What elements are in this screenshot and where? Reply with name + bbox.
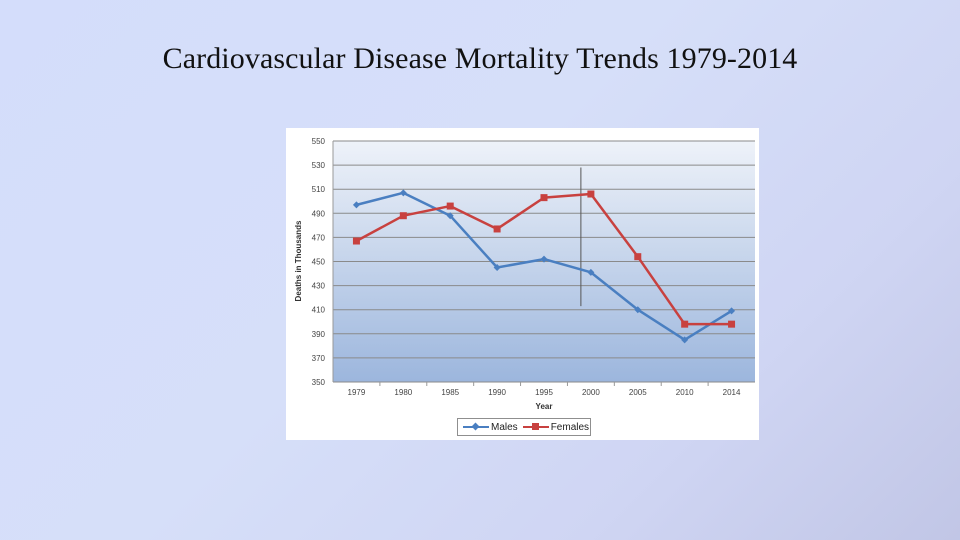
y-tick-label: 430 (312, 282, 326, 291)
y-tick-label: 410 (312, 306, 326, 315)
gridlines (332, 140, 755, 386)
data-point-males (493, 264, 501, 272)
data-point-females (540, 194, 548, 202)
legend-swatch-males (463, 422, 489, 432)
chart-legend: Males Females (457, 418, 591, 436)
data-point-females (446, 202, 454, 210)
data-point-males (399, 189, 407, 197)
y-axis-label: Deaths in Thousands (294, 220, 303, 301)
x-tick-label: 1995 (535, 388, 553, 397)
x-tick-label: 1980 (394, 388, 412, 397)
data-point-females (493, 225, 501, 233)
y-tick-label: 350 (312, 378, 326, 387)
chart-card: 550 530 510 490 470 450 430 410 390 370 350 1979 19… (286, 128, 759, 440)
x-tick-label: 1985 (441, 388, 459, 397)
data-point-males (587, 268, 595, 276)
data-point-males (634, 306, 642, 314)
legend-item-females: Females (522, 421, 590, 433)
data-point-males (446, 212, 454, 220)
legend-label-females: Females (550, 421, 590, 433)
y-tick-label: 390 (312, 330, 326, 339)
data-point-males (728, 307, 736, 315)
x-tick-label: 1990 (488, 388, 506, 397)
data-point-females (399, 212, 407, 220)
x-axis-label: Year (536, 402, 553, 411)
data-point-females (728, 320, 736, 328)
y-tick-label: 490 (312, 209, 326, 218)
data-point-females (587, 190, 595, 198)
slide-title: Cardiovascular Disease Mortality Trends … (162, 42, 798, 75)
y-tick-label: 530 (312, 161, 326, 170)
y-tick-label: 510 (312, 185, 326, 194)
x-tick-label: 1979 (348, 388, 366, 397)
data-point-females (634, 253, 642, 261)
data-point-females (352, 237, 360, 245)
y-tick-labels: 550 530 510 490 470 450 430 410 390 370 350 (312, 137, 326, 387)
x-tick-label: 2000 (582, 388, 600, 397)
data-point-males (540, 255, 548, 263)
y-tick-label: 550 (312, 137, 326, 146)
data-point-females (681, 320, 689, 328)
x-tick-labels: 1979 1980 1985 1990 1995 2000 2005 2010 2014 (348, 388, 741, 397)
x-tick-label: 2014 (723, 388, 741, 397)
x-tick-label: 2010 (676, 388, 694, 397)
y-tick-label: 470 (312, 233, 326, 242)
x-tick-label: 2005 (629, 388, 647, 397)
data-point-males (352, 201, 360, 209)
y-tick-label: 450 (312, 258, 326, 267)
legend-label-males: Males (491, 421, 518, 433)
series-lines (352, 189, 736, 344)
legend-item-males: Males (463, 422, 518, 433)
y-tick-label: 370 (312, 354, 326, 363)
legend-swatch-females (522, 422, 549, 432)
data-point-males (681, 336, 689, 344)
